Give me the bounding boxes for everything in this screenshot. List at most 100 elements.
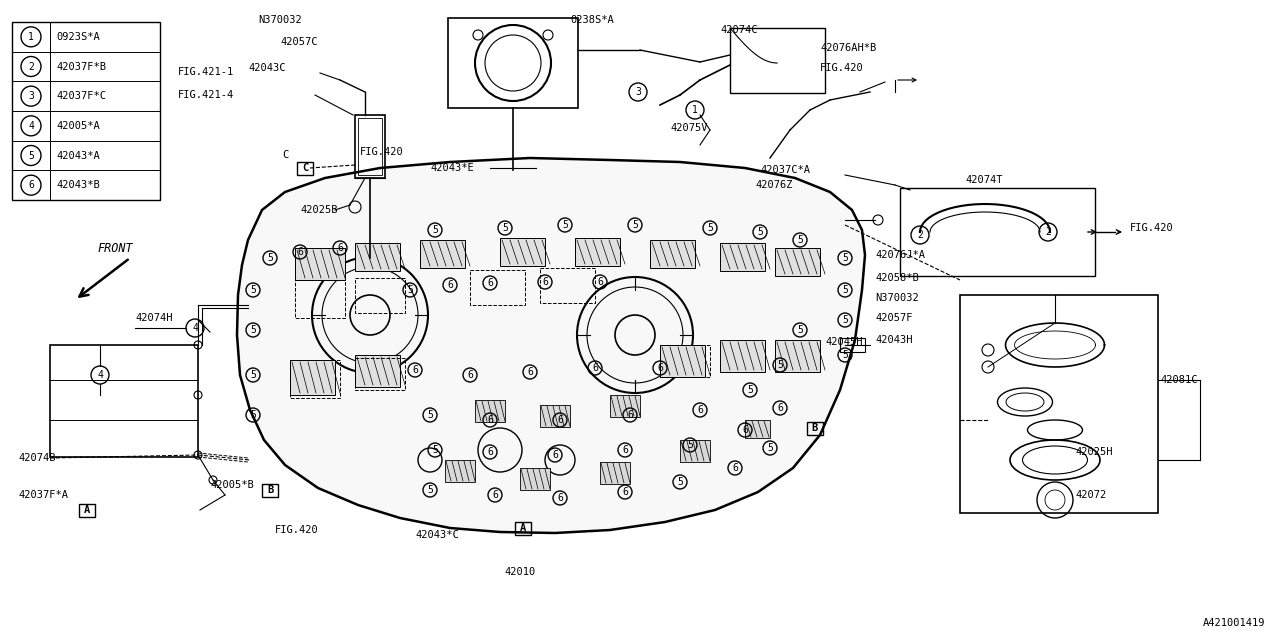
Text: B: B <box>266 485 273 495</box>
Text: FIG.421-4: FIG.421-4 <box>178 90 234 100</box>
Text: 42043*B: 42043*B <box>56 180 100 190</box>
Text: 6: 6 <box>593 363 598 373</box>
Bar <box>719 243 765 271</box>
Text: 5: 5 <box>797 325 803 335</box>
Text: FIG.420: FIG.420 <box>360 147 403 157</box>
Bar <box>650 240 695 268</box>
Text: 42058*B: 42058*B <box>876 273 919 283</box>
Text: 6: 6 <box>557 493 563 503</box>
Bar <box>448 18 579 108</box>
Bar <box>475 400 506 422</box>
Bar <box>291 360 340 398</box>
Text: 6: 6 <box>541 277 548 287</box>
Text: 6: 6 <box>732 463 739 473</box>
Text: 42005*A: 42005*A <box>56 121 100 131</box>
Text: 3: 3 <box>28 91 35 101</box>
Bar <box>294 280 346 318</box>
Text: N370032: N370032 <box>259 15 302 25</box>
Bar <box>840 338 865 352</box>
Text: 6: 6 <box>698 405 703 415</box>
Text: 3: 3 <box>635 87 641 97</box>
Text: 5: 5 <box>677 477 684 487</box>
Bar <box>470 270 525 305</box>
Text: 42043*E: 42043*E <box>430 163 474 173</box>
Text: 5: 5 <box>777 360 783 370</box>
Text: 6: 6 <box>622 445 628 455</box>
Text: 6: 6 <box>742 425 748 435</box>
Text: 5: 5 <box>250 325 256 335</box>
Circle shape <box>209 476 218 484</box>
Text: 42072: 42072 <box>1075 490 1106 500</box>
Text: 42037F*C: 42037F*C <box>56 91 106 101</box>
Text: 6: 6 <box>467 370 472 380</box>
Text: 5: 5 <box>502 223 508 233</box>
Text: 5: 5 <box>842 285 847 295</box>
Bar <box>12 22 160 200</box>
Text: 4: 4 <box>28 121 35 131</box>
Text: 6: 6 <box>527 367 532 377</box>
Text: A421001419: A421001419 <box>1202 618 1265 628</box>
Bar <box>358 118 381 175</box>
Bar <box>262 483 278 497</box>
Text: 6: 6 <box>447 280 453 290</box>
Text: 6: 6 <box>488 278 493 288</box>
Text: 5: 5 <box>748 385 753 395</box>
Text: C: C <box>302 163 308 173</box>
Text: 42037C*A: 42037C*A <box>760 165 810 175</box>
Text: B: B <box>812 423 818 433</box>
Text: 6: 6 <box>28 180 35 190</box>
Text: 5: 5 <box>428 485 433 495</box>
Text: 42074C: 42074C <box>719 25 758 35</box>
Text: 5: 5 <box>842 350 847 360</box>
Text: 5: 5 <box>562 220 568 230</box>
Text: 42057F: 42057F <box>876 313 913 323</box>
Text: 42005*B: 42005*B <box>210 480 253 490</box>
Text: 6: 6 <box>488 447 493 457</box>
Text: 5: 5 <box>433 445 438 455</box>
Text: 42074T: 42074T <box>965 175 1002 185</box>
Bar <box>900 188 1094 276</box>
Bar <box>600 462 630 484</box>
Bar <box>774 340 820 372</box>
Text: 42074B: 42074B <box>18 453 55 463</box>
Text: 42081C: 42081C <box>1160 375 1198 385</box>
Text: 5: 5 <box>428 410 433 420</box>
Text: 42025H: 42025H <box>1075 447 1112 457</box>
Circle shape <box>195 451 202 459</box>
Text: FIG.421-1: FIG.421-1 <box>178 67 234 77</box>
Text: 42057C: 42057C <box>280 37 317 47</box>
Text: 5: 5 <box>250 370 256 380</box>
Bar <box>355 358 404 390</box>
Text: 6: 6 <box>297 247 303 257</box>
Text: 42076Z: 42076Z <box>755 180 792 190</box>
Text: 0238S*A: 0238S*A <box>570 15 613 25</box>
Text: 5: 5 <box>842 315 847 325</box>
Bar <box>355 115 385 178</box>
Text: 42076J*A: 42076J*A <box>876 250 925 260</box>
Text: 5: 5 <box>707 223 713 233</box>
Bar <box>294 248 346 280</box>
Bar <box>500 238 545 266</box>
Text: 6: 6 <box>492 490 498 500</box>
Text: 5: 5 <box>268 253 273 263</box>
Text: 42043H: 42043H <box>876 335 913 345</box>
Text: 2: 2 <box>1044 227 1051 237</box>
Text: 0923S*A: 0923S*A <box>56 32 100 42</box>
Text: 42037F*A: 42037F*A <box>18 490 68 500</box>
Text: 6: 6 <box>627 410 632 420</box>
Bar <box>297 161 314 175</box>
Text: 5: 5 <box>433 225 438 235</box>
Text: 5: 5 <box>842 253 847 263</box>
Text: 42043*C: 42043*C <box>415 530 458 540</box>
Bar <box>540 268 595 303</box>
Bar <box>730 28 826 93</box>
Text: 5: 5 <box>407 285 413 295</box>
Text: 42074H: 42074H <box>134 313 173 323</box>
PathPatch shape <box>237 158 865 533</box>
Bar <box>960 295 1158 513</box>
Text: 42037F*B: 42037F*B <box>56 61 106 72</box>
Bar <box>745 420 771 438</box>
Bar <box>420 240 465 268</box>
Text: 6: 6 <box>657 363 663 373</box>
Text: 2: 2 <box>916 230 923 240</box>
